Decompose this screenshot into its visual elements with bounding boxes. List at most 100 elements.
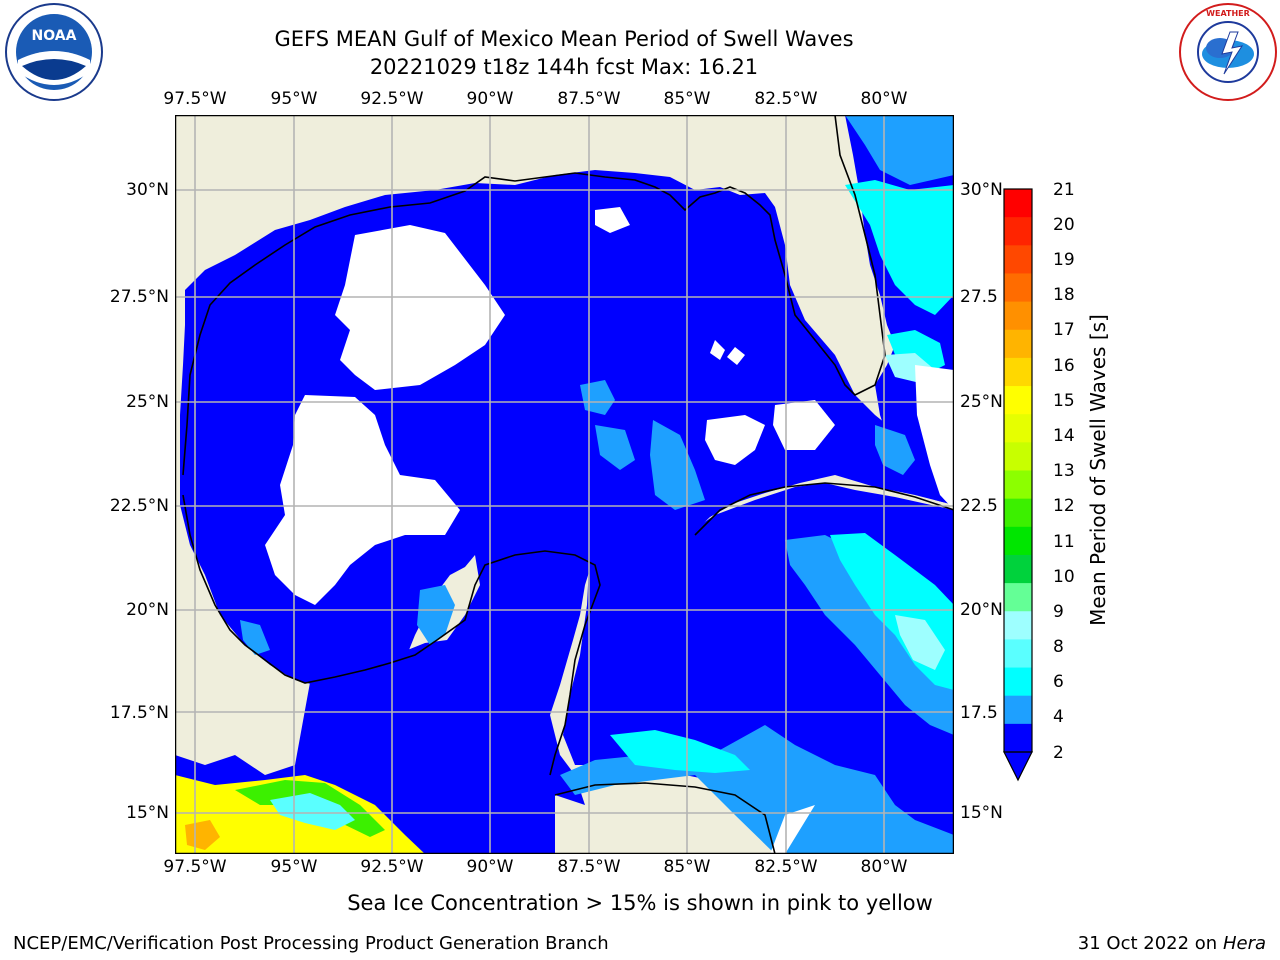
colorbar-cell (1004, 217, 1032, 246)
colorbar-cell (1004, 498, 1032, 528)
gulf-map (175, 115, 954, 854)
yucatan-coastline (182, 494, 601, 776)
colorbar-cell (1004, 470, 1032, 500)
colorbar-cell (1004, 611, 1032, 640)
colorbar-cell (1004, 329, 1032, 359)
map-subtitle: 20221029 t18z 144h fcst Max: 16.21 (369, 55, 759, 79)
map-title: GEFS MEAN Gulf of Mexico Mean Period of … (274, 27, 854, 51)
lon-tick-top: 82.5°W (754, 89, 818, 109)
colorbar-label: Mean Period of Swell Waves [s] (1086, 314, 1110, 626)
colorbar-tick: 16 (1053, 356, 1075, 376)
lat-tick-left: 25°N (126, 392, 169, 412)
lat-tick-left: 17.5°N (109, 703, 169, 723)
lat-tick-left: 30°N (126, 180, 169, 200)
lat-tick-right: 22.5 (960, 496, 998, 516)
colorbar-extend-arrow (1003, 751, 1033, 782)
map-frame (175, 115, 954, 854)
lat-tick-left: 22.5°N (109, 496, 169, 516)
lon-tick-bottom: 92.5°W (360, 857, 424, 877)
colorbar-cell (1004, 301, 1032, 331)
colorbar-cell (1004, 526, 1032, 556)
noaa-logo: NOAA (5, 3, 103, 101)
colorbar-cell (1004, 583, 1032, 612)
swell-4-6s (650, 420, 705, 510)
lat-tick-left: 27.5°N (109, 287, 169, 307)
nws-logo: WEATHER (1179, 3, 1277, 101)
colorbar-frame (1003, 188, 1033, 753)
colorbar-cell (1004, 639, 1032, 669)
lat-tick-right: 20°N (960, 600, 1003, 620)
colorbar-cell (1004, 189, 1032, 218)
lon-tick-top: 90°W (466, 89, 514, 109)
colorbar-tick: 18 (1053, 285, 1075, 305)
colorbar-cell (1004, 695, 1032, 725)
colorbar-tick: 10 (1053, 567, 1075, 587)
lon-tick-top: 87.5°W (557, 89, 621, 109)
lon-tick-top: 80°W (860, 89, 908, 109)
lat-tick-left: 15°N (126, 803, 169, 823)
sea-ice-caption: Sea Ice Concentration > 15% is shown in … (347, 891, 933, 915)
lon-tick-bottom: 85°W (663, 857, 711, 877)
graticule (175, 115, 954, 854)
no-data-region (595, 207, 630, 233)
colorbar-tick: 6 (1053, 672, 1064, 692)
swell-4-6s (845, 115, 954, 185)
lon-tick-top: 92.5°W (360, 89, 424, 109)
cuba-coastline (694, 482, 954, 536)
colorbar-tick: 20 (1053, 215, 1075, 235)
central-america-coastline (554, 782, 776, 854)
lon-tick-bottom: 90°W (466, 857, 514, 877)
gulf-coastline (182, 115, 886, 476)
svg-text:WEATHER: WEATHER (1206, 9, 1250, 18)
colorbar-tick: 15 (1053, 391, 1075, 411)
no-data-region (773, 400, 835, 450)
colorbar-cell (1004, 442, 1032, 471)
lat-tick-right: 27.5 (960, 287, 998, 307)
no-data-region (705, 415, 765, 465)
south-pacific-field-orange (185, 820, 220, 850)
colorbar (1003, 188, 1033, 782)
colorbar-cell (1004, 723, 1032, 753)
swell-4-6s (240, 620, 270, 655)
colorbar-tick: 19 (1053, 250, 1075, 270)
svg-text:NOAA: NOAA (32, 28, 77, 44)
colorbar-tick: 21 (1053, 180, 1075, 200)
colorbar-cell (1004, 357, 1032, 387)
footer-credit: NCEP/EMC/Verification Post Processing Pr… (13, 933, 609, 954)
colorbar-cell (1004, 554, 1032, 584)
colorbar-tick: 12 (1053, 496, 1075, 516)
footer-date-text: 31 Oct 2022 on (1077, 933, 1223, 954)
lon-tick-bottom: 82.5°W (754, 857, 818, 877)
lon-tick-top: 97.5°W (163, 89, 227, 109)
colorbar-tick: 9 (1053, 602, 1064, 622)
colorbar-tick: 8 (1053, 637, 1064, 657)
no-data-region (710, 340, 725, 360)
lat-tick-right: 17.5 (960, 703, 998, 723)
south-pacific-field-cyan (270, 793, 355, 830)
no-data-region (770, 805, 815, 854)
colorbar-cell (1004, 386, 1032, 415)
swell-4-6s (595, 425, 635, 470)
swell-6-8s (845, 180, 954, 315)
lon-tick-bottom: 97.5°W (163, 857, 227, 877)
footer-date: 31 Oct 2022 on Hera (1078, 933, 1266, 954)
colorbar-tick: 13 (1053, 461, 1075, 481)
footer-machine: Hera (1222, 933, 1266, 954)
colorbar-tick: 2 (1053, 743, 1064, 763)
colorbar-tick: 11 (1053, 532, 1075, 552)
lon-tick-bottom: 80°W (860, 857, 908, 877)
swell-4-6s (785, 535, 954, 735)
colorbar-cell (1004, 245, 1032, 274)
lon-tick-top: 95°W (270, 89, 318, 109)
swell-4-6s (875, 425, 915, 475)
swell-8-9s (895, 615, 945, 670)
swell-6-8s (610, 730, 750, 773)
lon-tick-top: 85°W (663, 89, 711, 109)
lon-tick-bottom: 95°W (270, 857, 318, 877)
no-data-region (265, 395, 460, 605)
colorbar-cell (1004, 414, 1032, 443)
colorbar-tick: 4 (1053, 707, 1064, 727)
colorbar-tick: 14 (1053, 426, 1075, 446)
lat-tick-right: 30°N (960, 180, 1003, 200)
colorbar-cell (1004, 667, 1032, 697)
